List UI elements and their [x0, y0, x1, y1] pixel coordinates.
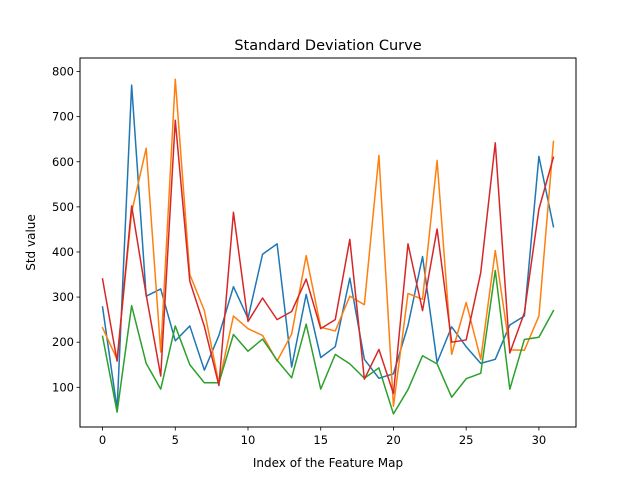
- x-tick-label: 0: [99, 433, 106, 447]
- series-line-3: [101, 269, 555, 415]
- y-tick-label: 200: [52, 335, 74, 349]
- series-line-4: [101, 119, 555, 395]
- y-tick-label: 400: [52, 245, 74, 259]
- y-tick-label: 800: [52, 65, 74, 79]
- series-line-2: [101, 78, 555, 407]
- plot-area-frame: [79, 57, 577, 428]
- x-tick-label: 30: [532, 433, 547, 447]
- x-tick-label: 15: [313, 433, 328, 447]
- x-tick-label: 25: [459, 433, 474, 447]
- y-tick-label: 600: [52, 155, 74, 169]
- y-tick-label: 700: [52, 110, 74, 124]
- series-layer: [101, 78, 555, 415]
- x-tick-label: 10: [241, 433, 256, 447]
- y-tick-label: 500: [52, 200, 74, 214]
- x-axis-ticks: 0 5 10 15 20 25 30: [99, 427, 546, 447]
- y-tick-label: 100: [52, 380, 74, 394]
- y-tick-label: 300: [52, 290, 74, 304]
- y-axis-ticks: 100 200 300 400 500 600 700 800: [52, 65, 80, 394]
- x-tick-label: 5: [172, 433, 179, 447]
- chart-title: Standard Deviation Curve: [234, 38, 421, 54]
- x-axis-label: Index of the Feature Map: [253, 456, 403, 470]
- x-tick-label: 20: [386, 433, 401, 447]
- y-axis-label: Std value: [24, 214, 38, 271]
- series-line-1: [101, 84, 555, 410]
